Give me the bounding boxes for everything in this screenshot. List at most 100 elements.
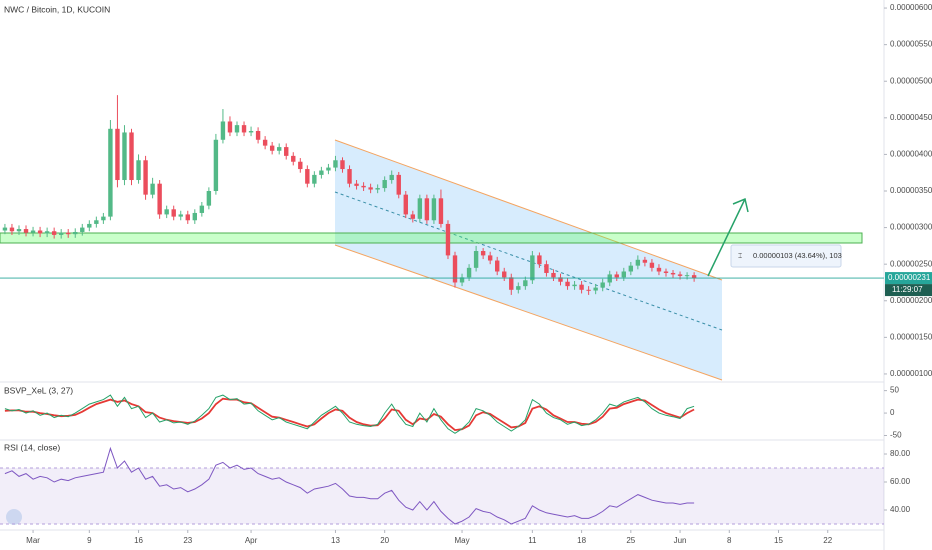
countdown-box (885, 284, 932, 297)
x-tick-label: 13 (331, 536, 340, 545)
logo (6, 509, 22, 525)
x-tick-label: 18 (577, 536, 586, 545)
candle-body (410, 214, 416, 219)
candle-body (487, 255, 493, 261)
candle-body (544, 264, 549, 273)
candle-body (431, 198, 437, 221)
candle-body (614, 274, 619, 278)
candle-body (361, 185, 366, 188)
candle-body (382, 180, 387, 189)
candle-body (628, 265, 634, 272)
candle-body (206, 191, 212, 206)
candle-body (551, 272, 556, 278)
x-tick-label: 25 (626, 536, 635, 545)
candle-body (417, 198, 423, 219)
candle-body (502, 271, 507, 278)
candle-body (199, 205, 205, 213)
x-tick-label: 22 (823, 536, 832, 545)
candle-body (87, 223, 92, 228)
y-tick-label: 0.00000250 (890, 259, 932, 268)
candle-body (403, 194, 408, 215)
candle-body (621, 271, 626, 278)
y-tick-label: 0.00000300 (890, 223, 932, 232)
x-tick-label: 9 (87, 536, 92, 545)
candle-body (326, 167, 331, 171)
candle-body (262, 139, 268, 146)
candle-body (677, 274, 683, 276)
y-tick-label: 0.00000600 (890, 3, 932, 12)
x-tick-label: 11 (528, 536, 537, 545)
arrow (707, 198, 746, 277)
candle-body (185, 214, 190, 221)
y-tick-label: 0 (890, 408, 895, 417)
x-tick-label: May (454, 536, 469, 545)
x-tick-label: 16 (134, 536, 143, 545)
candle-body (298, 161, 303, 170)
candle-body (642, 259, 648, 263)
candle-body (452, 255, 458, 283)
candle-body (684, 275, 690, 277)
candle-body (523, 280, 528, 287)
measure-icon: ⌶ (738, 253, 742, 260)
candle-body (466, 267, 472, 278)
candle-body (143, 160, 148, 195)
y-tick-label: 40.00 (890, 505, 911, 514)
candle-body (473, 251, 479, 268)
candle-body (656, 267, 662, 272)
candle-body (227, 121, 233, 133)
x-tick-label: Mar (26, 536, 40, 545)
candle-body (157, 183, 162, 215)
arrow-head (732, 197, 749, 213)
band-fill (0, 468, 884, 524)
candle-body (115, 128, 120, 181)
candle-body (66, 232, 71, 235)
candle-body (438, 198, 444, 224)
y-tick-label: 60.00 (890, 477, 911, 486)
x-tick-label: 23 (183, 536, 192, 545)
candle-body (579, 284, 584, 290)
chart-title: NWC / Bitcoin, 1D, KUCOIN (4, 4, 110, 14)
indicator-title: BSVP_XeL (3, 27) (4, 385, 73, 395)
indicator-line (4, 397, 695, 432)
candle-body (16, 229, 22, 232)
candle-body (340, 160, 345, 170)
candle-body (389, 174, 394, 181)
candle-body (136, 160, 141, 181)
channel-top (334, 139, 723, 281)
candle-body (58, 232, 64, 235)
indicator-line (4, 394, 695, 434)
support-zone (0, 232, 863, 244)
candle-body (108, 128, 113, 217)
y-tick-label: 0.00000450 (890, 113, 932, 122)
candle-body (30, 230, 36, 233)
candle-body (354, 183, 359, 186)
drawings: ⌶ 0.00000103 (43.64%), 103 (0, 139, 863, 381)
candle-body (558, 277, 563, 282)
y-tick-label: 0.00000100 (890, 369, 932, 378)
measure-box (730, 244, 842, 268)
candle-body (37, 230, 43, 234)
y-tick-label: 50 (890, 386, 899, 395)
candle-body (241, 125, 247, 133)
candle-body (122, 132, 127, 181)
candle-body (635, 259, 641, 266)
candle-body (129, 132, 134, 181)
y-tick-label: 0.00000200 (890, 296, 932, 305)
channel-mid (334, 191, 723, 331)
y-tick-label: -50 (890, 431, 902, 440)
candle-body (572, 284, 577, 287)
y-tick-label: 0.00000500 (890, 76, 932, 85)
candle-body (649, 262, 655, 268)
x-tick-label: Apr (245, 536, 258, 545)
candle-body (368, 187, 373, 190)
candle-body (234, 125, 240, 133)
candle-body (396, 174, 401, 195)
y-tick-label: 0.00000550 (890, 40, 932, 49)
y-tick-label: 0.00000150 (890, 332, 932, 341)
candle-body (178, 214, 183, 217)
candle-body (424, 198, 430, 221)
candle-body (509, 277, 514, 290)
x-tick-label: 8 (727, 536, 732, 545)
channel-bottom (334, 244, 723, 381)
